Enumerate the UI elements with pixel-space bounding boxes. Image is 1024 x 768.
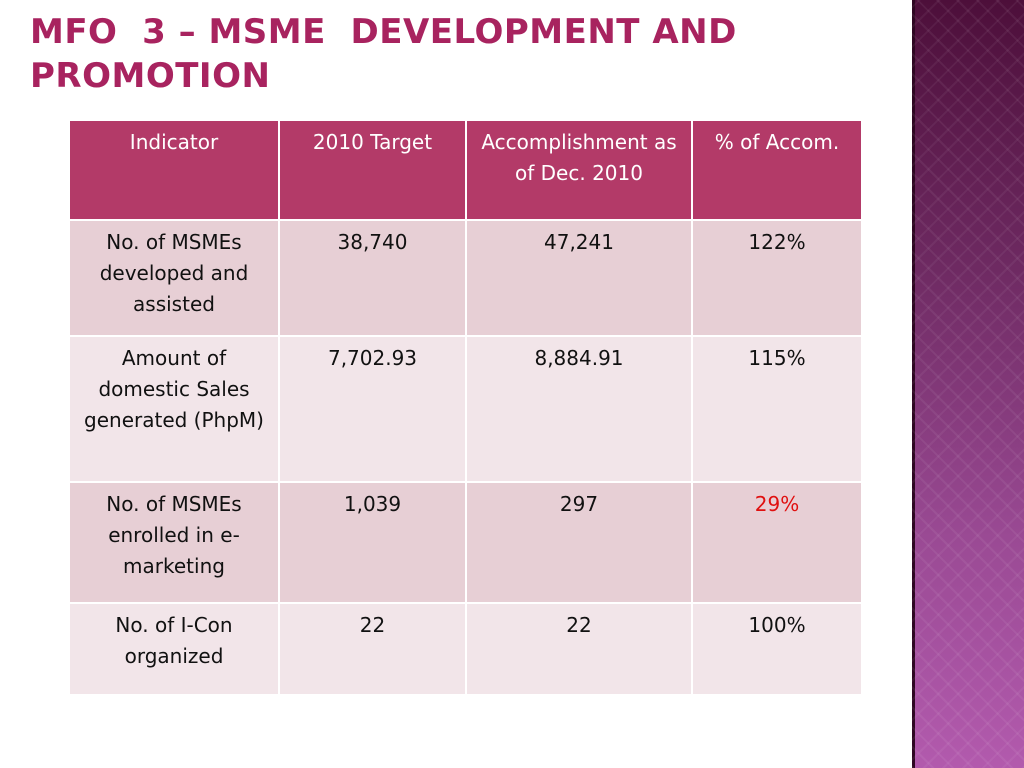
header-target: 2010 Target bbox=[278, 119, 467, 221]
table-header-row: Indicator 2010 Target Accomplishment as … bbox=[68, 119, 863, 221]
cell-accomplishment: 47,241 bbox=[465, 219, 693, 337]
table-row: No. of I-Con organized 22 22 100% bbox=[68, 602, 863, 696]
side-band-pattern bbox=[912, 0, 1024, 768]
header-indicator: Indicator bbox=[68, 119, 280, 221]
cell-indicator: No. of MSMEs enrolled in e-marketing bbox=[68, 481, 280, 604]
percent-highlight-number: 29 bbox=[754, 492, 781, 516]
header-percent: % of Accom. bbox=[691, 119, 863, 221]
percent-highlight-sign: % bbox=[780, 492, 800, 516]
indicator-table: Indicator 2010 Target Accomplishment as … bbox=[68, 119, 863, 696]
cell-percent: 29% bbox=[691, 481, 863, 604]
header-accomplishment: Accomplishment as of Dec. 2010 bbox=[465, 119, 693, 221]
cell-target: 38,740 bbox=[278, 219, 467, 337]
cell-accomplishment: 8,884.91 bbox=[465, 335, 693, 483]
cell-accomplishment: 297 bbox=[465, 481, 693, 604]
cell-target: 1,039 bbox=[278, 481, 467, 604]
table-row: Amount of domestic Sales generated (PhpM… bbox=[68, 335, 863, 483]
cell-target: 22 bbox=[278, 602, 467, 696]
table-row: No. of MSMEs developed and assisted 38,7… bbox=[68, 219, 863, 337]
cell-percent: 122% bbox=[691, 219, 863, 337]
cell-indicator: No. of MSMEs developed and assisted bbox=[68, 219, 280, 337]
cell-percent: 100% bbox=[691, 602, 863, 696]
cell-indicator: No. of I-Con organized bbox=[68, 602, 280, 696]
slide-title: MFO 3 – MSME DEVELOPMENT AND PROMOTION bbox=[30, 12, 737, 96]
decorative-side-band bbox=[912, 0, 1024, 768]
cell-target: 7,702.93 bbox=[278, 335, 467, 483]
cell-indicator: Amount of domestic Sales generated (PhpM… bbox=[68, 335, 280, 483]
table-row: No. of MSMEs enrolled in e-marketing 1,0… bbox=[68, 481, 863, 604]
cell-percent: 115% bbox=[691, 335, 863, 483]
cell-accomplishment: 22 bbox=[465, 602, 693, 696]
